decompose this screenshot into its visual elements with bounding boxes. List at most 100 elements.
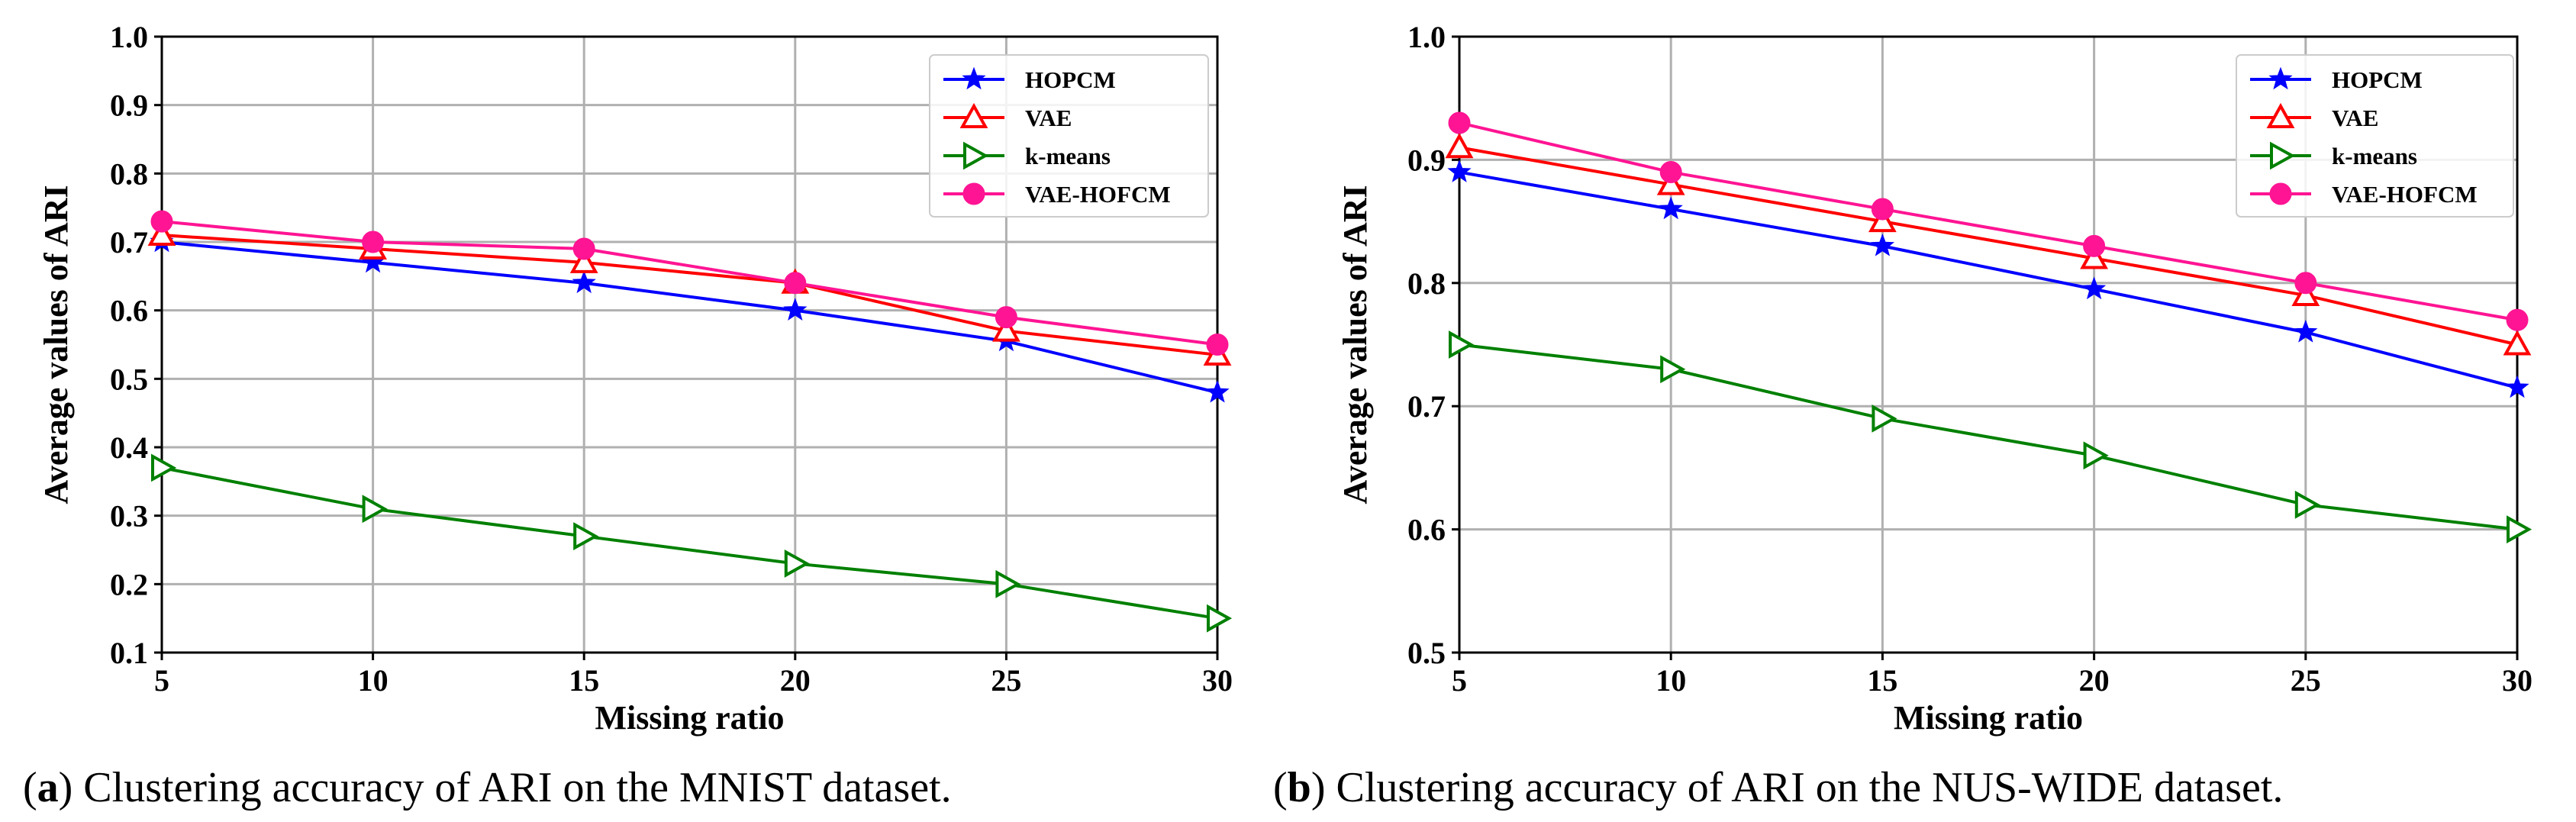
legend-label: VAE bbox=[1025, 105, 1072, 131]
x-tick-label: 15 bbox=[1867, 663, 1897, 698]
series-vae bbox=[147, 220, 1232, 366]
data-point bbox=[1205, 379, 1230, 403]
legend: HOPCM VAE k-means VAE-HOFCM bbox=[2236, 54, 2514, 218]
data-point bbox=[1872, 404, 1897, 433]
legend-marker bbox=[2268, 66, 2293, 90]
series-line bbox=[1459, 121, 2518, 322]
data-point bbox=[572, 270, 596, 294]
x-tick-label: 30 bbox=[2502, 663, 2532, 698]
series-vae-hofcm bbox=[1448, 111, 2529, 331]
series-k-means bbox=[151, 453, 1233, 633]
y-tick-label: 0.2 bbox=[110, 567, 148, 601]
legend-marker bbox=[962, 182, 985, 205]
data-point bbox=[2294, 272, 2317, 295]
y-tick-label: 0.7 bbox=[110, 225, 148, 259]
chart-panel-1: 5 10 15 20 25 30 0.1 0.2 0.3 0.4 0.5 0.6 0.7 0.8 0.9 1.… bbox=[23, 20, 1233, 811]
data-point bbox=[784, 550, 810, 578]
legend-marker bbox=[959, 102, 988, 128]
x-tick-label: 20 bbox=[780, 663, 811, 698]
x-axis-title: Missing ratio bbox=[1894, 699, 2083, 737]
data-point bbox=[573, 522, 599, 550]
legend-label: VAE-HOFCM bbox=[2332, 181, 2478, 208]
data-point bbox=[2503, 330, 2532, 356]
data-point bbox=[1659, 196, 1683, 220]
series-line bbox=[161, 220, 1218, 347]
y-tick-label: 0.9 bbox=[110, 89, 148, 123]
data-point bbox=[2294, 490, 2320, 519]
x-axis-title: Missing ratio bbox=[595, 699, 784, 737]
legend-label: VAE-HOFCM bbox=[1025, 181, 1171, 208]
data-point bbox=[1207, 604, 1233, 633]
legend-marker bbox=[963, 141, 989, 170]
series-line bbox=[161, 234, 1218, 356]
legend-marker bbox=[2270, 141, 2296, 170]
x-tick-label: 5 bbox=[1452, 663, 1467, 698]
series-line bbox=[161, 466, 1218, 621]
y-tick-label: 0.5 bbox=[110, 362, 148, 396]
series-hopcm bbox=[150, 229, 1230, 403]
y-tick-label: 0.8 bbox=[1407, 266, 1446, 301]
legend-box bbox=[2236, 54, 2514, 218]
x-tick-label: 5 bbox=[154, 663, 169, 698]
data-point bbox=[995, 569, 1021, 598]
series-line bbox=[1459, 146, 2518, 347]
y-axis-title: Average values of ARI bbox=[1336, 185, 1374, 504]
x-tick-label: 25 bbox=[991, 663, 1021, 698]
series-line bbox=[161, 240, 1218, 395]
y-tick-label: 0.3 bbox=[110, 499, 148, 533]
y-tick-label: 0.7 bbox=[1407, 389, 1446, 424]
data-point bbox=[1660, 355, 1686, 384]
legend: HOPCM VAE k-means VAE-HOFCM bbox=[929, 54, 1209, 218]
legend-label: k-means bbox=[2332, 143, 2417, 169]
data-point bbox=[1656, 169, 1685, 195]
data-point bbox=[1870, 233, 1895, 256]
legend-label: HOPCM bbox=[1025, 66, 1116, 93]
data-point bbox=[2506, 308, 2529, 331]
data-point bbox=[1206, 334, 1229, 356]
y-tick-label: 0.6 bbox=[1407, 513, 1446, 547]
y-tick-label: 0.9 bbox=[1407, 143, 1446, 177]
y-tick-label: 0.5 bbox=[1407, 636, 1446, 670]
figure-caption: (b) Clustering accuracy of ARI on the NU… bbox=[1273, 764, 2283, 811]
x-tick-label: 30 bbox=[1202, 663, 1233, 698]
y-tick-label: 0.4 bbox=[110, 430, 148, 465]
chart-panel-2: 5 10 15 20 25 30 0.5 0.6 0.7 0.8 0.9 1.0 Missing rat… bbox=[1273, 20, 2532, 811]
data-point bbox=[2294, 319, 2318, 343]
legend-label: HOPCM bbox=[2332, 66, 2423, 93]
data-point bbox=[995, 306, 1017, 329]
data-point bbox=[2081, 276, 2107, 300]
figure-caption: (a) Clustering accuracy of ARI on the MN… bbox=[23, 764, 952, 811]
series-vae-hofcm bbox=[150, 210, 1229, 356]
legend-marker bbox=[2266, 102, 2295, 128]
y-tick-label: 0.6 bbox=[110, 294, 148, 328]
y-tick-label: 0.1 bbox=[110, 636, 148, 670]
data-point bbox=[2080, 243, 2108, 269]
series-k-means bbox=[1449, 330, 2532, 543]
data-point bbox=[569, 247, 598, 273]
x-tick-label: 15 bbox=[569, 663, 599, 698]
series-line bbox=[1459, 343, 2518, 531]
y-tick-label: 0.8 bbox=[110, 156, 148, 191]
series-hopcm bbox=[1447, 160, 2529, 398]
series-line bbox=[1459, 170, 2518, 389]
data-point bbox=[2291, 280, 2320, 306]
series-vae bbox=[1445, 133, 2532, 356]
legend-label: k-means bbox=[1025, 143, 1111, 169]
data-point bbox=[362, 495, 388, 524]
data-point bbox=[2505, 375, 2529, 398]
data-point bbox=[1445, 133, 1474, 159]
data-point bbox=[1659, 161, 1682, 184]
x-tick-label: 20 bbox=[2079, 663, 2110, 698]
data-point bbox=[992, 316, 1020, 342]
data-point bbox=[2083, 441, 2109, 470]
legend-label: VAE bbox=[2332, 105, 2378, 131]
x-tick-label: 25 bbox=[2291, 663, 2321, 698]
data-point bbox=[1868, 206, 1897, 233]
data-point bbox=[147, 220, 176, 247]
data-point bbox=[1449, 330, 1475, 359]
data-point bbox=[1448, 111, 1471, 134]
data-point bbox=[2083, 234, 2106, 257]
data-point bbox=[151, 453, 177, 482]
data-point bbox=[784, 272, 807, 295]
